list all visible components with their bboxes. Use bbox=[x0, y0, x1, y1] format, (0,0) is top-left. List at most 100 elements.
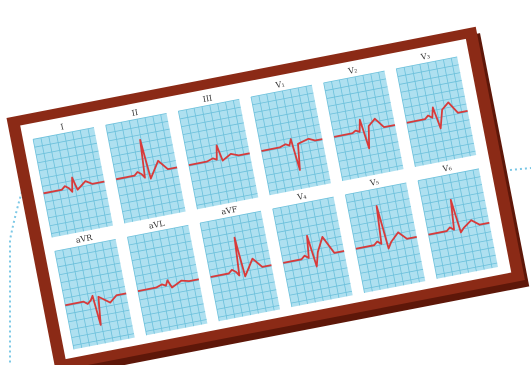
ecg-trace bbox=[65, 292, 127, 326]
ecg-trace bbox=[43, 176, 105, 195]
grid-line bbox=[225, 101, 245, 201]
grid-line bbox=[450, 57, 471, 157]
grid-line bbox=[40, 137, 61, 237]
grid-line bbox=[127, 224, 189, 238]
grid-line bbox=[199, 222, 220, 322]
grid-line bbox=[422, 191, 484, 205]
grid-line bbox=[77, 246, 98, 345]
grid-line bbox=[145, 319, 207, 332]
ecg-lead-panel: V₁ bbox=[250, 79, 331, 196]
lead-label: III bbox=[202, 93, 213, 104]
grid-line bbox=[351, 213, 413, 227]
grid-line bbox=[49, 213, 111, 227]
grid-line bbox=[188, 153, 250, 167]
grid-line bbox=[359, 253, 421, 266]
grid-line bbox=[60, 270, 122, 284]
grid-line bbox=[136, 119, 157, 218]
grid-line bbox=[182, 226, 202, 325]
grid-line bbox=[195, 185, 257, 198]
grid-line bbox=[305, 86, 326, 185]
grid-line bbox=[331, 109, 393, 123]
ecg-lead-panel: I bbox=[32, 122, 114, 238]
grid-line bbox=[62, 249, 83, 348]
grid-line bbox=[34, 134, 96, 148]
grid-line bbox=[311, 201, 332, 300]
ecg-lead-panel: aVL bbox=[127, 219, 208, 336]
grid-line bbox=[403, 95, 465, 109]
grid-line bbox=[138, 279, 200, 293]
grid-line bbox=[216, 297, 278, 310]
grid-line bbox=[56, 134, 77, 233]
grid-line bbox=[399, 183, 420, 283]
grid-line bbox=[108, 128, 170, 142]
grid-line bbox=[179, 106, 241, 120]
grid-line bbox=[254, 212, 275, 311]
grid-line bbox=[430, 231, 492, 244]
grid-line bbox=[158, 230, 179, 330]
grid-line bbox=[289, 89, 310, 188]
grid-line bbox=[295, 204, 316, 303]
grid-line bbox=[325, 78, 387, 92]
grid-line bbox=[257, 116, 319, 129]
grid-line bbox=[395, 68, 416, 167]
grid-line bbox=[105, 112, 167, 126]
grid-line bbox=[218, 305, 280, 318]
grid-line bbox=[215, 289, 277, 302]
grid-line bbox=[287, 275, 349, 288]
grid-line bbox=[319, 199, 340, 298]
ecg-trace bbox=[333, 117, 396, 150]
grid-line bbox=[277, 220, 339, 233]
grid-line bbox=[196, 193, 258, 206]
grid-line bbox=[150, 232, 171, 331]
grid-line bbox=[344, 194, 365, 293]
grid-line bbox=[417, 180, 438, 279]
ecg-trace bbox=[283, 234, 345, 268]
grid-line bbox=[46, 197, 108, 211]
grid-line bbox=[192, 169, 254, 183]
grid-line bbox=[66, 301, 128, 315]
grid-line bbox=[419, 176, 481, 189]
grid-line bbox=[57, 254, 119, 268]
grid-line bbox=[340, 157, 402, 170]
grid-line bbox=[209, 257, 271, 271]
ecg-trace bbox=[137, 278, 199, 292]
grid-line bbox=[136, 272, 198, 285]
grid-line bbox=[177, 111, 198, 210]
grid-line bbox=[184, 130, 246, 143]
grid-line bbox=[357, 245, 419, 258]
grid-line bbox=[32, 139, 53, 238]
grid-line bbox=[260, 131, 322, 145]
grid-line bbox=[284, 259, 346, 273]
grid-line bbox=[105, 125, 126, 224]
lead-label: V₂ bbox=[347, 65, 359, 76]
grid-line bbox=[201, 218, 263, 232]
grid-line bbox=[113, 152, 175, 165]
grid-line bbox=[362, 268, 424, 282]
grid-line bbox=[354, 76, 375, 175]
grid-line bbox=[419, 64, 440, 163]
grid-line bbox=[323, 70, 385, 84]
grid-line bbox=[130, 240, 192, 254]
grid-line bbox=[238, 215, 259, 314]
grid-line bbox=[109, 240, 130, 339]
grid-line bbox=[212, 273, 274, 287]
grid-line bbox=[405, 103, 467, 117]
ecg-lead-panel: V₅ bbox=[344, 177, 426, 293]
grid-line bbox=[185, 138, 247, 151]
grid-line bbox=[223, 218, 244, 317]
lead-label: aVF bbox=[221, 205, 239, 217]
grid-line bbox=[181, 114, 243, 128]
grid-line bbox=[253, 100, 315, 114]
grid-line bbox=[160, 114, 181, 213]
grid-line bbox=[207, 250, 269, 263]
grid-line bbox=[424, 199, 486, 213]
grid-line bbox=[441, 175, 462, 275]
grid-line bbox=[323, 82, 344, 182]
grid-line bbox=[434, 254, 496, 268]
grid-line bbox=[48, 205, 110, 219]
grid-line bbox=[32, 127, 95, 140]
grid-line bbox=[349, 206, 411, 219]
grid-line bbox=[400, 80, 462, 93]
